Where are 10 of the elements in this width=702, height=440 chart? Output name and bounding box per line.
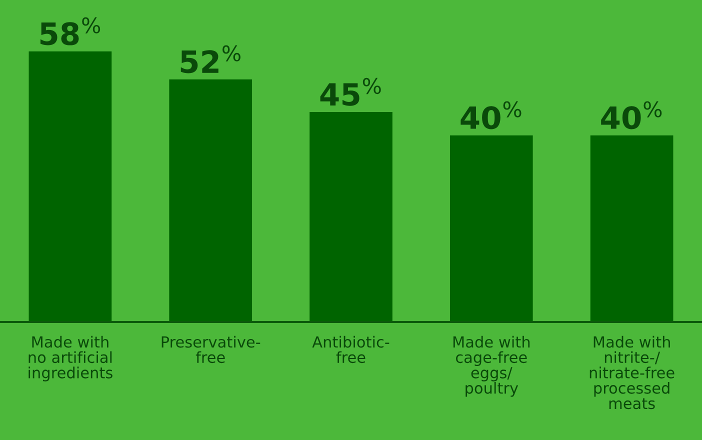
x-tick-label: Antibiotic- free [312,336,390,364]
x-tick-label: Preservative- free [162,336,260,364]
x-tick-label: Made with nitrite-/ nitrate-free processed meats [590,336,674,410]
x-tick-label: Made with cage-free eggs/ poultry [453,336,530,397]
x-tick-label: Made with no artificial ingredients [28,336,112,382]
data-label: 40$^{%}$ [601,101,662,130]
data-label: 58$^{%}$ [40,17,100,46]
data-label: 40$^{%}$ [460,101,522,130]
data-label: 52$^{%}$ [180,45,240,74]
data-label: 45$^{%}$ [320,78,381,106]
